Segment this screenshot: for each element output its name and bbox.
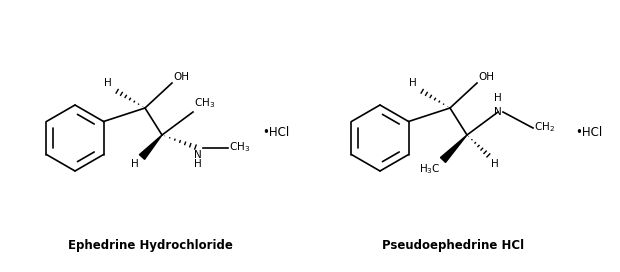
Polygon shape — [140, 135, 162, 159]
Text: N: N — [194, 150, 202, 160]
Text: H$_3$C: H$_3$C — [419, 162, 441, 176]
Text: H: H — [104, 78, 112, 88]
Text: Ephedrine Hydrochloride: Ephedrine Hydrochloride — [68, 239, 232, 252]
Text: OH: OH — [173, 72, 189, 82]
Text: H: H — [409, 78, 417, 88]
Text: H: H — [494, 93, 502, 103]
Text: CH$_2$: CH$_2$ — [534, 120, 555, 134]
Text: •HCl: •HCl — [575, 125, 602, 138]
Text: CH$_3$: CH$_3$ — [229, 140, 250, 154]
Text: OH: OH — [478, 72, 494, 82]
Polygon shape — [440, 135, 467, 162]
Text: Pseudoephedrine HCl: Pseudoephedrine HCl — [382, 239, 524, 252]
Text: H: H — [131, 159, 139, 169]
Text: N: N — [494, 107, 502, 117]
Text: •HCl: •HCl — [262, 125, 290, 138]
Text: H: H — [194, 159, 202, 169]
Text: H: H — [491, 159, 498, 169]
Text: CH$_3$: CH$_3$ — [194, 96, 215, 110]
